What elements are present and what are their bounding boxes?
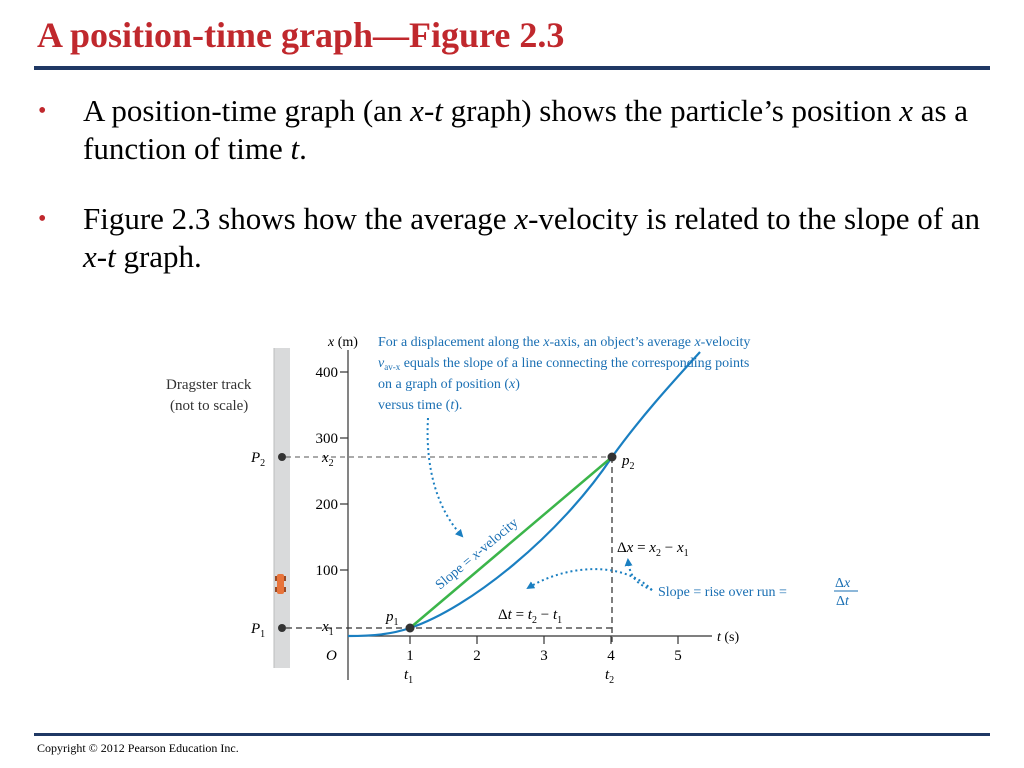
bullet2-text-c: graph.: [115, 239, 202, 274]
bullet1-text-b: graph) shows the particle’s position: [442, 93, 900, 128]
svg-text:on a graph of position (x): on a graph of position (x): [378, 377, 520, 392]
graph-point-1-label: p1: [385, 609, 399, 628]
copyright-footer: Copyright © 2012 Pearson Education Inc.: [37, 741, 239, 755]
t2-axis-label: t2: [605, 667, 614, 686]
y-tick-label: 300: [316, 431, 339, 447]
svg-text:versus time (t).: versus time (t).: [378, 398, 462, 413]
track-label-line2: (not to scale): [170, 398, 248, 414]
t1-axis-label: t1: [404, 667, 413, 686]
bullet-text-2: Figure 2.3 shows how the average x-veloc…: [83, 200, 993, 276]
track-point-2-label: P2: [250, 450, 265, 469]
bullet-text-1: A position-time graph (an x-t graph) sho…: [83, 92, 993, 168]
x-tick-label: 5: [674, 648, 682, 664]
y-tick-label: 400: [316, 365, 339, 381]
bullet1-x-var: x: [410, 93, 424, 128]
slope-velocity-label: Slope = x-velocity: [433, 516, 521, 594]
bullet1-text-c: as a function of time: [83, 93, 969, 166]
delta-x-label: Δx = x2 − x1: [617, 540, 689, 559]
dragster-car-icon: [275, 574, 286, 594]
svg-text:vav-x equals the slope of a li: vav-x equals the slope of a line connect…: [378, 356, 749, 372]
y-tick-marks: 100 200 300 400: [316, 365, 348, 579]
bullet-symbol: •: [38, 98, 47, 124]
run-arrow: [526, 568, 653, 591]
x-tick-label: 1: [406, 648, 414, 664]
bullet-symbol: •: [38, 206, 47, 232]
footer-divider: [34, 733, 990, 736]
callout-text: For a displacement along the x-axis, an …: [378, 335, 750, 413]
origin-label: O: [326, 648, 337, 664]
bullet2-text-b: -velocity is related to the slope of an: [528, 201, 981, 236]
dragster-track: [274, 348, 290, 668]
graph-point-2-label: p2: [621, 453, 635, 472]
x-tick-label: 2: [473, 648, 481, 664]
position-time-curve: [347, 351, 701, 638]
fraction-numerator: Δx: [835, 576, 851, 591]
bullet2-dash: -: [96, 239, 108, 274]
track-label-line1: Dragster track: [166, 377, 252, 393]
delta-t-label: Δt = t2 − t1: [498, 607, 562, 626]
track-point-2: [278, 453, 286, 461]
rise-over-run-label: Slope = rise over run =: [658, 585, 787, 600]
bullet1-period: .: [299, 131, 307, 166]
x-tick-label: 3: [540, 648, 548, 664]
rise-arrow: [624, 558, 653, 591]
fraction-denominator: Δt: [836, 594, 850, 609]
x1-axis-label: x1: [321, 619, 334, 638]
x-axis-title: t (s): [717, 630, 740, 645]
track-point-1-label: P1: [250, 621, 265, 640]
x-tick-marks: 1 2 3 4 5: [406, 636, 682, 664]
callout-arrow: [426, 417, 464, 538]
graph-point-1: [405, 623, 415, 633]
bullet2-x-var: x: [514, 201, 529, 236]
y-axis-title: x (m): [327, 335, 358, 350]
bullet2-text-a: Figure 2.3 shows how the average: [83, 201, 515, 236]
y-tick-label: 100: [316, 563, 339, 579]
svg-text:For a displacement along the x: For a displacement along the x-axis, an …: [378, 335, 750, 350]
graph-point-2: [607, 452, 617, 462]
slide-title: A position-time graph—Figure 2.3: [37, 15, 565, 55]
bullet1-text-a: A position-time graph (an: [83, 93, 411, 128]
bullet1-t-var: t: [434, 93, 443, 128]
bullet1-dash: -: [423, 93, 435, 128]
average-velocity-secant: [409, 456, 613, 629]
position-time-figure: Dragster track (not to scale) P2 P1 100 2…: [166, 335, 858, 686]
bullet2-t-var: t: [107, 239, 116, 274]
bullet2-x-var-2: x: [83, 239, 97, 274]
bullet1-x-var-2: x: [899, 93, 913, 128]
x2-axis-label: x2: [321, 450, 334, 469]
title-divider: [34, 66, 990, 70]
x-tick-label: 4: [607, 648, 615, 664]
track-point-1: [278, 624, 286, 632]
bullet1-t-var-2: t: [290, 131, 300, 166]
y-tick-label: 200: [316, 497, 339, 513]
